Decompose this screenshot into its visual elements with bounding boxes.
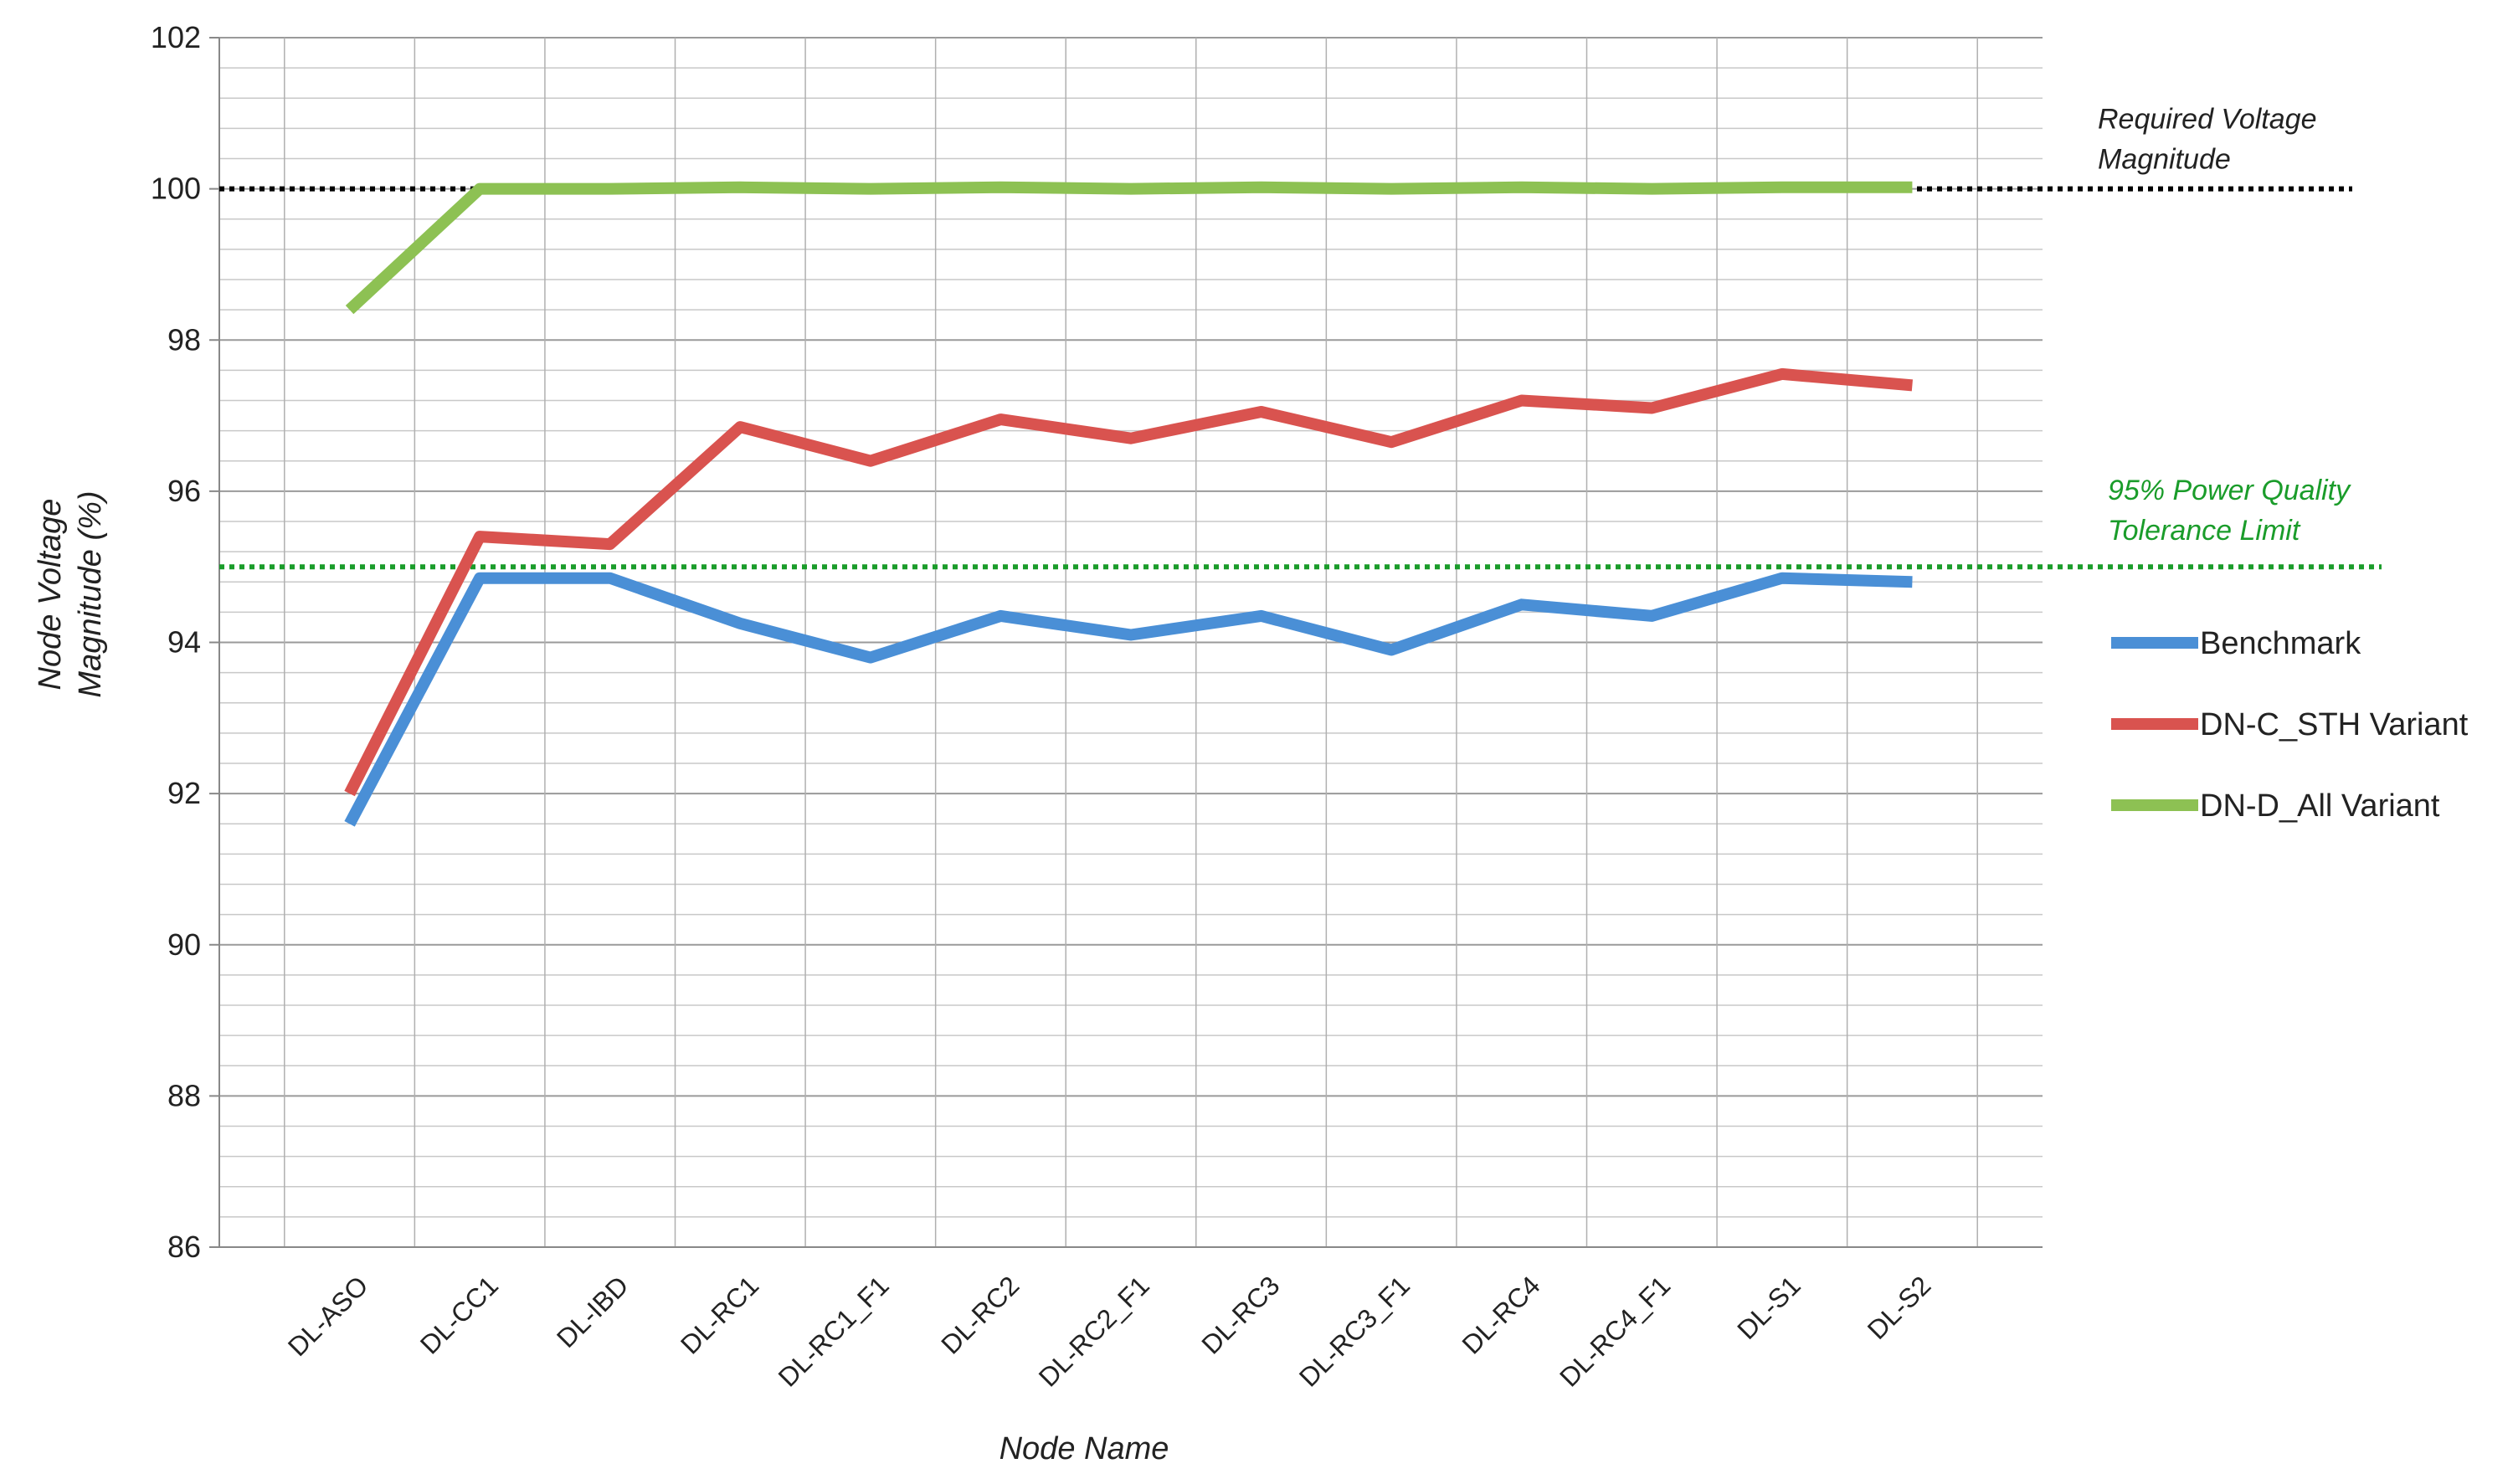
reference-lines: Required Voltage Magnitude 95% Power Quali…	[219, 104, 2382, 570]
grid-lines	[219, 37, 2043, 1248]
series-lines	[344, 181, 1914, 827]
x-tick-label: DL-RC1	[675, 1270, 764, 1359]
x-tick-label: DL-RC3	[1195, 1270, 1285, 1359]
legend-label: Benchmark	[2200, 626, 2361, 661]
x-tick-labels: DL-ASO DL-CC1 DL-IBD DL-RC1 DL-RC1_F1 DL-RC2 D…	[282, 1270, 1937, 1392]
y-tick-label: 90	[167, 927, 201, 962]
y-tick-label: 100	[151, 172, 201, 206]
legend: Benchmark DN-C_STH Variant DN-D_All Varian…	[2111, 626, 2469, 824]
reference-line-label: Tolerance Limit	[2108, 515, 2301, 547]
x-tick-label: DL-RC3_F1	[1293, 1270, 1416, 1392]
y-tick-label: 96	[167, 474, 201, 508]
x-tick-label: DL-ASO	[282, 1270, 374, 1362]
reference-line-label: Magnitude	[2098, 144, 2231, 176]
legend-label: DN-D_All Variant	[2200, 788, 2440, 824]
y-axis-title-line-2: Magnitude (%)	[73, 490, 108, 697]
x-tick-label: DL-S2	[1862, 1270, 1937, 1345]
series-line	[344, 572, 1913, 827]
x-tick-label: DL-RC4	[1456, 1270, 1545, 1359]
series-line	[344, 367, 1914, 797]
x-axis-title: Node Name	[999, 1431, 1169, 1466]
x-tick-label: DL-RC2	[935, 1270, 1025, 1359]
x-tick-label: DL-CC1	[414, 1270, 504, 1359]
y-axis-title: Node Voltage Magnitude (%)	[33, 490, 108, 697]
series-line	[345, 181, 1913, 315]
y-tick-labels: 86 88 90 92 94 96 98 100 102	[151, 20, 219, 1264]
y-tick-label: 88	[167, 1078, 201, 1112]
x-tick-label: DL-RC4_F1	[1554, 1270, 1676, 1392]
y-tick-label: 92	[167, 776, 201, 810]
y-axis-title-line-1: Node Voltage	[33, 499, 68, 691]
reference-line-label: Required Voltage	[2098, 104, 2316, 136]
y-tick-label: 94	[167, 625, 201, 660]
x-tick-label: DL-S1	[1731, 1270, 1806, 1345]
y-tick-label: 98	[167, 322, 201, 357]
y-tick-label: 102	[151, 20, 201, 54]
x-tick-label: DL-RC1_F1	[773, 1270, 895, 1392]
reference-line-label: 95% Power Quality	[2108, 475, 2351, 506]
y-tick-label: 86	[167, 1230, 201, 1264]
legend-label: DN-C_STH Variant	[2200, 707, 2469, 742]
x-tick-label: DL-IBD	[551, 1270, 635, 1353]
x-tick-label: DL-RC2_F1	[1033, 1270, 1155, 1392]
